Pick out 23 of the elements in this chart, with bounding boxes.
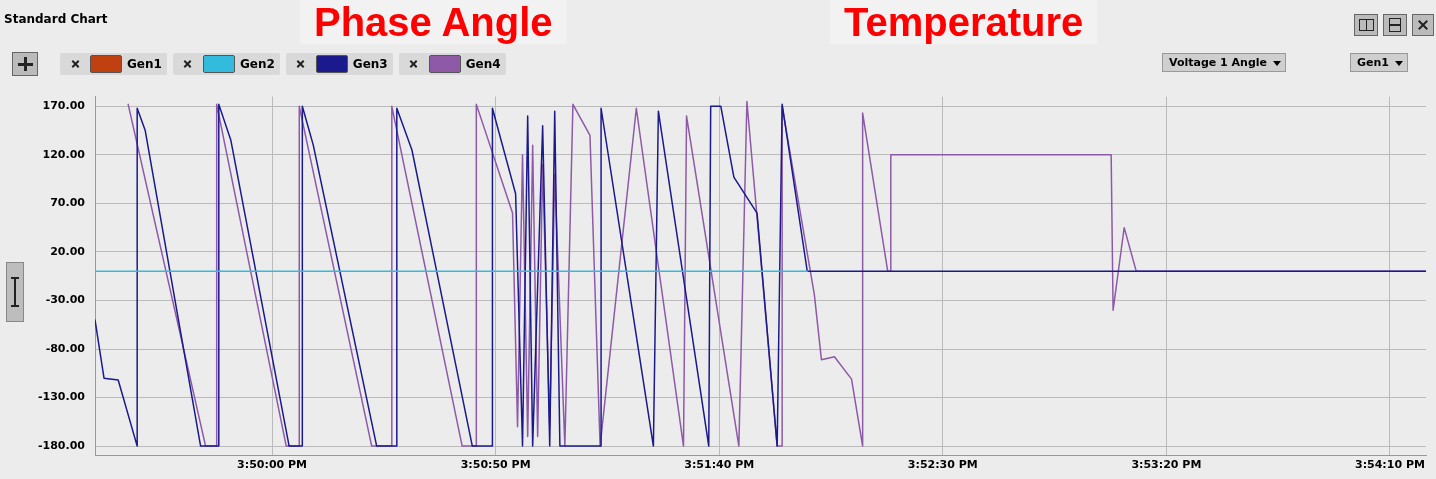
text: Phase Angle <box>314 0 553 44</box>
x-tick-label: 3:53:20 PM <box>1131 458 1202 472</box>
y-tick-label: -30.00 <box>45 293 86 307</box>
y-tick-label: 70.00 <box>50 196 86 210</box>
x-tick-label: 3:52:30 PM <box>907 458 978 472</box>
x-tick-label: 3:54:10 PM <box>1354 458 1425 472</box>
text: Gen1 <box>1357 56 1389 69</box>
y-tick-label: 20.00 <box>50 244 86 258</box>
text: Voltage 1 Angle <box>1169 56 1268 69</box>
legend-label: Gen4 <box>465 57 501 71</box>
legend-label: Gen3 <box>352 57 388 71</box>
y-tick-label: -130.00 <box>38 390 86 404</box>
legend-label: Gen2 <box>239 57 275 71</box>
chart-title: Standard Chart <box>4 12 108 26</box>
y-tick-label: 120.00 <box>42 147 86 161</box>
text: Temperature <box>844 0 1084 44</box>
x-tick-label: 3:51:40 PM <box>684 458 755 472</box>
y-tick-label: -80.00 <box>45 341 86 355</box>
x-tick-label: 3:50:50 PM <box>460 458 531 472</box>
y-tick-label: 170.00 <box>42 99 86 113</box>
x-tick-label: 3:50:00 PM <box>237 458 308 472</box>
legend-label: Gen1 <box>127 57 162 71</box>
y-tick-label: -180.00 <box>38 438 86 452</box>
